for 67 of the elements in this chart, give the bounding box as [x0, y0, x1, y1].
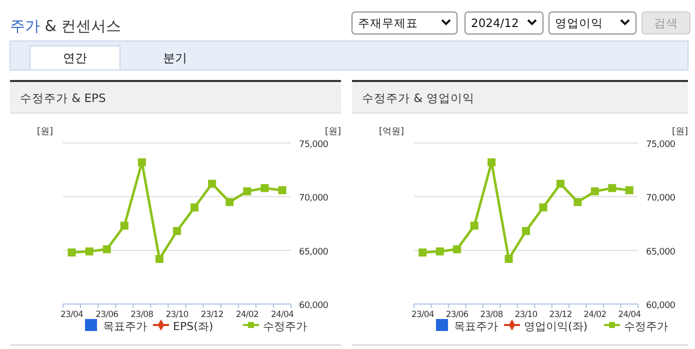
legend-label: 수정주가 [263, 320, 307, 333]
y-axis-title: [원] [36, 127, 53, 137]
point [436, 247, 444, 256]
y2-tick-label: 70,000 [299, 194, 329, 204]
y2-axis-title: [원] [672, 127, 688, 137]
point [173, 227, 181, 236]
text: 분기 [163, 51, 187, 65]
point [138, 158, 146, 166]
point [539, 203, 548, 212]
x-tick-label: 24/02 [584, 310, 606, 320]
y2-axis-title: [원] [325, 127, 342, 137]
legend-label: EPS(좌) [173, 320, 214, 333]
text: 검색 [654, 16, 678, 30]
text: 주가 & 컨센서스 [10, 17, 122, 35]
point [190, 203, 199, 212]
point [590, 187, 599, 196]
y2-tick-label: 65,000 [646, 247, 676, 258]
y2-tick-label: 75,000 [646, 140, 676, 150]
y-axis-title: [억원] [378, 127, 404, 137]
legend-label: 목표주가 [103, 320, 147, 333]
point [488, 158, 496, 166]
x-tick-label: 24/04 [618, 310, 641, 320]
chart-title: 수정주가 & 영업이익 [362, 91, 474, 105]
point [208, 180, 216, 188]
y2-tick-label: 65,000 [299, 247, 329, 258]
point [574, 198, 582, 206]
point [418, 248, 427, 256]
point [102, 245, 111, 254]
point [504, 254, 513, 263]
y2-tick-label: 60,000 [299, 301, 329, 311]
x-tick-label: 24/02 [236, 310, 258, 320]
chart-title: 수정주가 & EPS [20, 91, 106, 105]
y2-tick-label: 60,000 [646, 301, 676, 311]
x-tick-label: 23/08 [130, 310, 154, 320]
y2-tick-label: 70,000 [646, 194, 676, 204]
point [226, 198, 234, 206]
text: 연간 [63, 51, 87, 65]
point [278, 186, 286, 194]
x-tick-label: 23/06 [446, 310, 468, 320]
point [470, 222, 478, 230]
x-tick-label: 23/10 [514, 310, 538, 320]
point [68, 248, 76, 256]
x-tick-label: 23/08 [480, 310, 503, 320]
x-tick-label: 23/04 [411, 310, 434, 320]
text: 영업이익 [555, 16, 603, 30]
point [155, 254, 164, 263]
x-tick-label: 23/10 [166, 310, 188, 320]
point [556, 180, 564, 188]
legend-label: 영업이익(좌) [524, 320, 588, 333]
y2-tick-label: 75,000 [299, 140, 329, 150]
x-tick-label: 23/04 [60, 310, 84, 320]
x-tick-label: 24/04 [270, 310, 294, 320]
x-tick-label: 23/12 [200, 310, 224, 320]
legend-label: 수정주가 [624, 320, 668, 333]
text: 2024/12 [471, 16, 519, 30]
point [608, 184, 616, 192]
x-tick-label: 23/12 [549, 310, 572, 320]
x-tick-label: 23/06 [96, 310, 118, 320]
point [453, 245, 462, 254]
legend-label: 목표주가 [454, 320, 498, 333]
point [260, 184, 269, 192]
point [243, 187, 252, 196]
point [85, 247, 94, 256]
point [120, 222, 128, 230]
point [625, 186, 634, 194]
point [522, 227, 530, 236]
text: 주재무제표 [358, 16, 418, 30]
